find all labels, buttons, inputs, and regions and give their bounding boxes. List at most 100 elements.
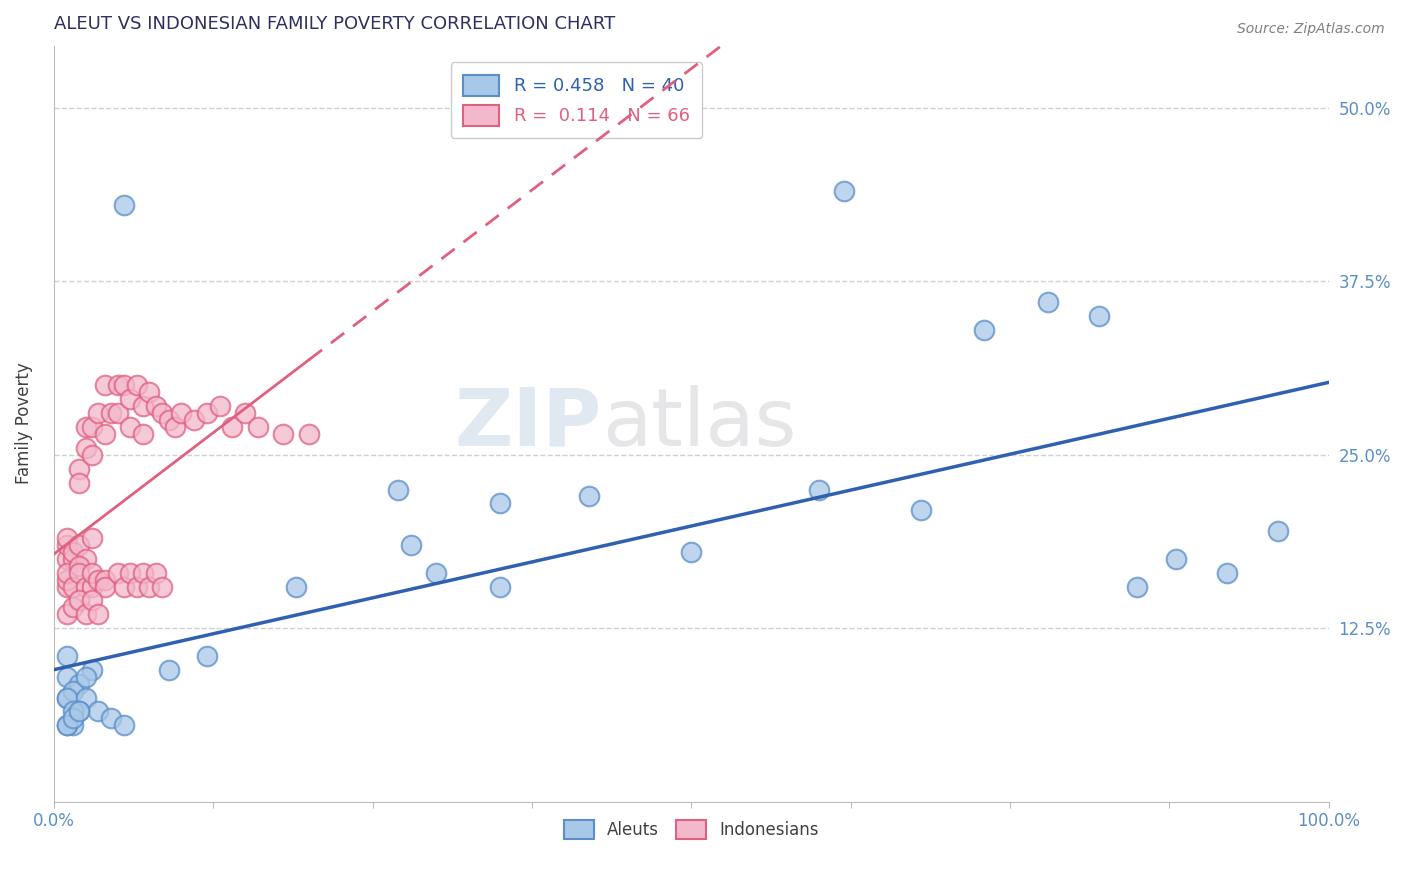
Point — [298, 427, 321, 442]
Point — [62, 718, 84, 732]
Point — [67, 475, 90, 490]
Point — [55, 531, 77, 545]
Point — [145, 566, 167, 580]
Point — [170, 406, 193, 420]
Point — [112, 378, 135, 392]
Point — [55, 690, 77, 705]
Point — [75, 552, 97, 566]
Text: ZIP: ZIP — [454, 384, 602, 463]
Point — [489, 580, 512, 594]
Point — [1164, 552, 1187, 566]
Point — [62, 683, 84, 698]
Point — [67, 558, 90, 573]
Point — [67, 566, 90, 580]
Point — [67, 461, 90, 475]
Text: atlas: atlas — [602, 384, 796, 463]
Point — [75, 580, 97, 594]
Point — [221, 420, 243, 434]
Point — [132, 427, 155, 442]
Point — [150, 580, 173, 594]
Point — [233, 406, 256, 420]
Point — [195, 406, 218, 420]
Point — [80, 566, 103, 580]
Point — [62, 552, 84, 566]
Point — [55, 538, 77, 552]
Point — [67, 593, 90, 607]
Point — [183, 413, 205, 427]
Point — [132, 399, 155, 413]
Point — [55, 670, 77, 684]
Point — [125, 580, 148, 594]
Point — [271, 427, 294, 442]
Point — [973, 323, 995, 337]
Point — [125, 378, 148, 392]
Point — [120, 566, 142, 580]
Point — [1126, 580, 1149, 594]
Point — [157, 413, 180, 427]
Point — [94, 580, 117, 594]
Point — [67, 538, 90, 552]
Text: Source: ZipAtlas.com: Source: ZipAtlas.com — [1237, 22, 1385, 37]
Point — [62, 580, 84, 594]
Legend: Aleuts, Indonesians: Aleuts, Indonesians — [557, 814, 825, 847]
Point — [195, 648, 218, 663]
Point — [67, 705, 90, 719]
Point — [67, 676, 90, 690]
Point — [80, 420, 103, 434]
Point — [1267, 524, 1289, 538]
Point — [87, 607, 110, 622]
Point — [100, 406, 122, 420]
Point — [107, 378, 129, 392]
Point — [285, 580, 308, 594]
Point — [87, 406, 110, 420]
Point — [62, 600, 84, 615]
Point — [112, 580, 135, 594]
Point — [80, 448, 103, 462]
Point — [832, 184, 855, 198]
Point — [55, 580, 77, 594]
Point — [94, 427, 117, 442]
Point — [150, 406, 173, 420]
Point — [55, 648, 77, 663]
Point — [62, 711, 84, 725]
Point — [94, 378, 117, 392]
Point — [387, 483, 409, 497]
Point — [145, 399, 167, 413]
Point — [489, 496, 512, 510]
Point — [807, 483, 830, 497]
Point — [55, 566, 77, 580]
Point — [100, 711, 122, 725]
Point — [55, 690, 77, 705]
Point — [62, 705, 84, 719]
Point — [55, 552, 77, 566]
Point — [87, 705, 110, 719]
Point — [112, 198, 135, 212]
Y-axis label: Family Poverty: Family Poverty — [15, 363, 32, 484]
Point — [80, 580, 103, 594]
Point — [910, 503, 932, 517]
Point — [67, 705, 90, 719]
Point — [80, 663, 103, 677]
Point — [80, 531, 103, 545]
Point — [55, 607, 77, 622]
Point — [425, 566, 447, 580]
Point — [120, 392, 142, 407]
Point — [246, 420, 269, 434]
Point — [75, 607, 97, 622]
Point — [107, 566, 129, 580]
Point — [1088, 309, 1111, 323]
Point — [75, 670, 97, 684]
Point — [75, 420, 97, 434]
Point — [132, 566, 155, 580]
Point — [681, 545, 703, 559]
Point — [1038, 295, 1060, 310]
Point — [80, 593, 103, 607]
Point — [120, 420, 142, 434]
Point — [157, 663, 180, 677]
Point — [94, 573, 117, 587]
Point — [75, 690, 97, 705]
Point — [87, 573, 110, 587]
Point — [138, 385, 160, 400]
Point — [1215, 566, 1237, 580]
Point — [62, 545, 84, 559]
